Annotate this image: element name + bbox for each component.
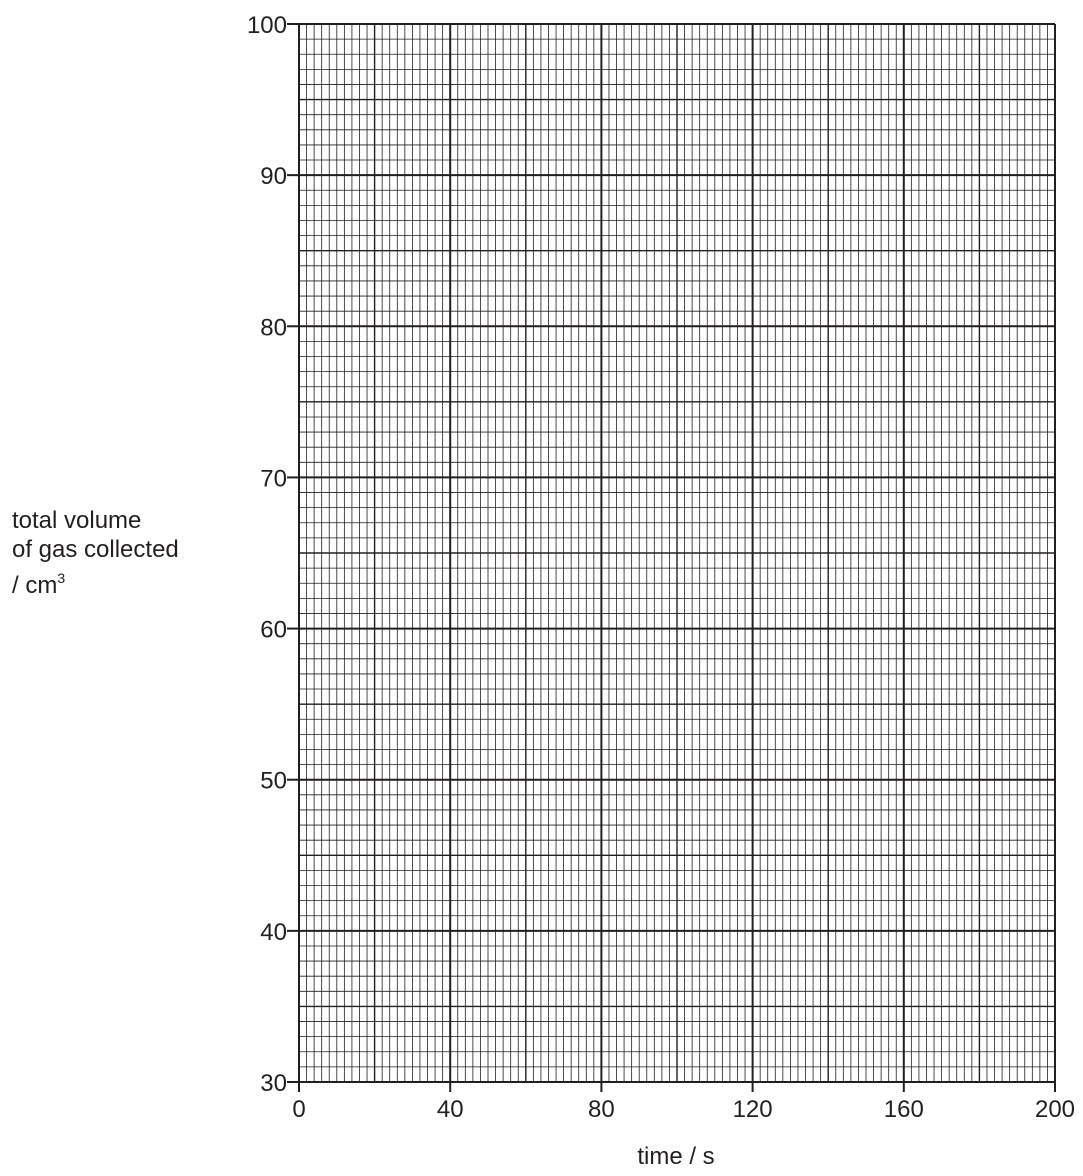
y-tick-label: 90 — [260, 163, 287, 190]
y-axis-label-line-3: / cm3 — [12, 564, 179, 600]
tick-labels: 30 40 50 60 70 80 90 100 0 40 80 120 160 200 — [247, 12, 1075, 1123]
x-tick-label: 80 — [588, 1096, 615, 1123]
y-tick-label: 60 — [260, 617, 287, 644]
axis-ticks — [287, 23, 1056, 1092]
y-axis-unit: / cm — [12, 572, 58, 599]
y-tick-label: 40 — [260, 919, 287, 946]
y-tick-label: 80 — [260, 314, 287, 341]
y-axis-label-line-1: total volume — [12, 507, 142, 534]
minor-gridlines — [299, 24, 1055, 1082]
y-tick-label: 100 — [247, 12, 287, 39]
y-tick-label: 70 — [260, 465, 287, 492]
x-tick-label: 120 — [733, 1096, 773, 1123]
y-tick-label: 50 — [260, 768, 287, 795]
y-tick-label: 30 — [260, 1070, 287, 1097]
x-tick-label: 160 — [884, 1096, 924, 1123]
y-axis-label: total volume of gas collected / cm3 — [12, 506, 179, 600]
y-axis-unit-superscript: 3 — [57, 570, 66, 586]
x-axis-label: time / s — [637, 1143, 715, 1170]
x-tick-label: 200 — [1035, 1096, 1075, 1123]
major-gridlines — [298, 23, 1056, 1083]
x-tick-label: 0 — [292, 1096, 305, 1123]
y-axis-label-line-2: of gas collected — [12, 536, 179, 563]
x-tick-label: 40 — [437, 1096, 464, 1123]
